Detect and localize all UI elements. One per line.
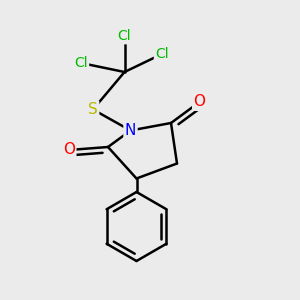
Text: O: O bbox=[63, 142, 75, 158]
Text: S: S bbox=[88, 102, 98, 117]
Text: Cl: Cl bbox=[74, 56, 88, 70]
Text: N: N bbox=[125, 123, 136, 138]
Text: O: O bbox=[194, 94, 206, 110]
Text: Cl: Cl bbox=[118, 29, 131, 43]
Text: Cl: Cl bbox=[155, 47, 169, 61]
